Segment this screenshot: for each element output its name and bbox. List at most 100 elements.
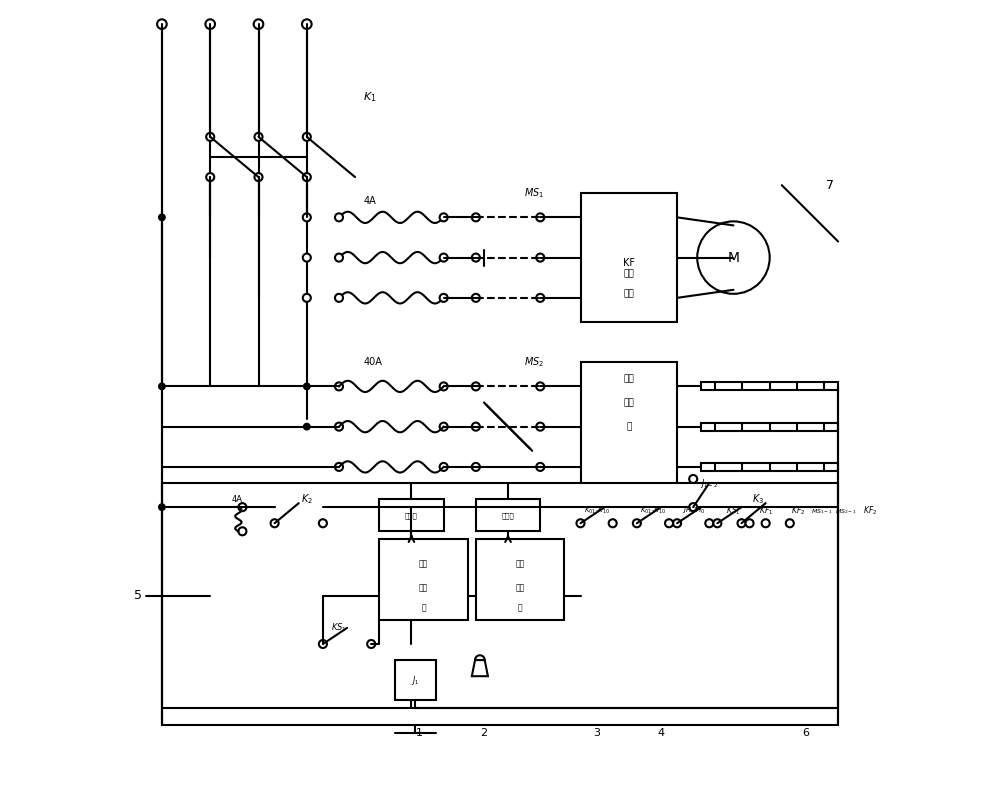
Text: 无纸: 无纸 — [516, 559, 525, 568]
Text: 5: 5 — [134, 589, 142, 602]
Text: $MS_{2-1}$: $MS_{2-1}$ — [835, 506, 857, 516]
Circle shape — [335, 294, 343, 302]
Circle shape — [536, 463, 544, 471]
Text: $MS_{1-1}$: $MS_{1-1}$ — [811, 506, 833, 516]
Text: KF: KF — [623, 258, 635, 267]
Text: 1: 1 — [416, 728, 423, 737]
Circle shape — [304, 383, 310, 390]
Text: 仪: 仪 — [518, 603, 522, 613]
Bar — [476, 539, 564, 620]
Circle shape — [440, 423, 448, 431]
Text: 6: 6 — [802, 728, 809, 737]
Bar — [701, 463, 838, 471]
Circle shape — [440, 382, 448, 390]
Circle shape — [254, 133, 263, 141]
Circle shape — [697, 221, 770, 294]
Circle shape — [335, 423, 343, 431]
Circle shape — [335, 463, 343, 471]
Circle shape — [159, 504, 165, 510]
Text: $KF_2$: $KF_2$ — [791, 505, 805, 518]
Text: $KF_2$: $KF_2$ — [863, 505, 877, 518]
Text: $K_{01}$-$K_{10}$: $K_{01}$-$K_{10}$ — [584, 506, 610, 516]
Bar — [581, 193, 677, 322]
Text: $J_{1-2}$: $J_{1-2}$ — [700, 477, 718, 489]
Text: 40A: 40A — [363, 357, 382, 367]
Text: 4A: 4A — [363, 196, 376, 206]
Circle shape — [319, 640, 327, 648]
Circle shape — [713, 519, 721, 527]
Circle shape — [367, 640, 375, 648]
Text: 固态: 固态 — [623, 374, 634, 383]
Circle shape — [689, 503, 697, 511]
Bar — [162, 483, 838, 724]
Circle shape — [205, 19, 215, 29]
Text: 继电: 继电 — [623, 398, 634, 407]
Circle shape — [536, 254, 544, 262]
Text: 记录: 记录 — [516, 583, 525, 592]
Circle shape — [303, 294, 311, 302]
Text: 3: 3 — [593, 728, 600, 737]
Circle shape — [536, 294, 544, 302]
Circle shape — [335, 213, 343, 221]
Circle shape — [472, 294, 480, 302]
Circle shape — [472, 213, 480, 221]
Text: 温控: 温控 — [419, 583, 428, 592]
Text: $JH$-$JH_0$: $JH$-$JH_0$ — [682, 506, 705, 516]
Text: 热继: 热继 — [623, 269, 634, 279]
Text: 电器: 电器 — [623, 289, 634, 299]
Text: 2: 2 — [480, 728, 487, 737]
Circle shape — [472, 463, 480, 471]
Circle shape — [609, 519, 617, 527]
Circle shape — [335, 382, 343, 390]
Bar — [581, 362, 677, 491]
Bar — [379, 539, 468, 620]
Circle shape — [303, 173, 311, 181]
Circle shape — [762, 519, 770, 527]
Circle shape — [633, 519, 641, 527]
Circle shape — [238, 503, 246, 511]
Circle shape — [472, 382, 480, 390]
Circle shape — [440, 254, 448, 262]
Circle shape — [576, 519, 585, 527]
Text: $MS_2$: $MS_2$ — [524, 355, 544, 369]
Bar — [395, 660, 436, 700]
Circle shape — [254, 173, 263, 181]
Circle shape — [536, 382, 544, 390]
Circle shape — [304, 423, 310, 430]
Circle shape — [705, 519, 713, 527]
Circle shape — [689, 475, 697, 483]
Circle shape — [536, 423, 544, 431]
Circle shape — [303, 133, 311, 141]
Text: $KF_1$: $KF_1$ — [759, 505, 773, 518]
Text: M: M — [727, 250, 739, 265]
Text: $MS_1$: $MS_1$ — [524, 186, 544, 200]
Bar — [701, 382, 838, 390]
Circle shape — [303, 254, 311, 262]
Circle shape — [159, 383, 165, 390]
Circle shape — [673, 519, 681, 527]
Circle shape — [302, 19, 312, 29]
Circle shape — [254, 19, 263, 29]
Circle shape — [472, 423, 480, 431]
Circle shape — [206, 173, 214, 181]
Circle shape — [271, 519, 279, 527]
Circle shape — [440, 213, 448, 221]
Bar — [379, 499, 444, 531]
Circle shape — [440, 463, 448, 471]
Circle shape — [536, 213, 544, 221]
Circle shape — [157, 19, 167, 29]
Text: $K_3$: $K_3$ — [752, 492, 764, 506]
Polygon shape — [472, 660, 488, 676]
Text: $K_2$: $K_2$ — [301, 492, 313, 506]
Text: 传感器: 传感器 — [405, 512, 418, 518]
Text: $K_{01}$-$K_{10}$: $K_{01}$-$K_{10}$ — [640, 506, 666, 516]
Text: 智能: 智能 — [419, 559, 428, 568]
Circle shape — [303, 213, 311, 221]
Circle shape — [206, 133, 214, 141]
Circle shape — [335, 254, 343, 262]
Circle shape — [472, 254, 480, 262]
Text: 器: 器 — [626, 422, 631, 431]
Circle shape — [319, 519, 327, 527]
Text: $K_1$: $K_1$ — [363, 89, 377, 104]
Text: $KS_1$: $KS_1$ — [331, 621, 347, 634]
